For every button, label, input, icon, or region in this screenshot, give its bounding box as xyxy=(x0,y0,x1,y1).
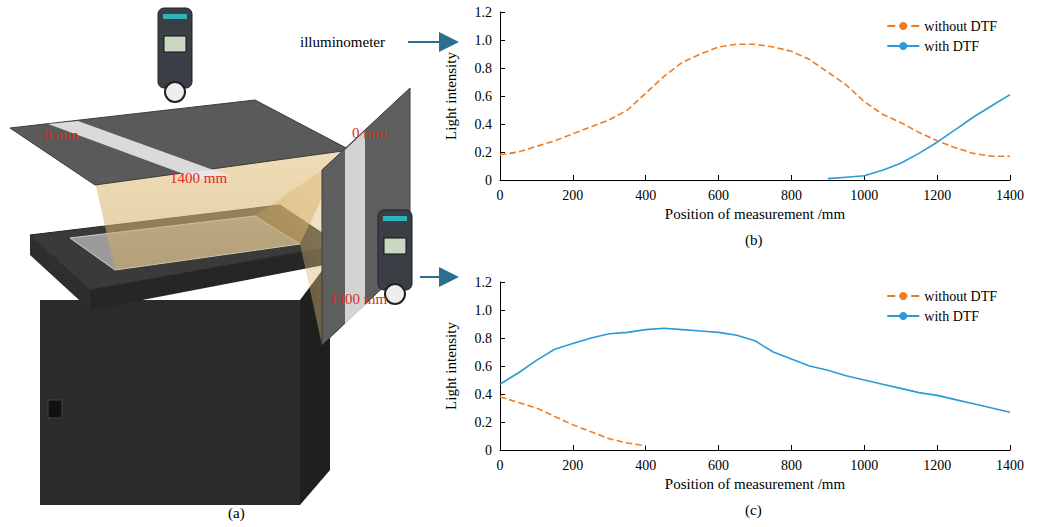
svg-text:600: 600 xyxy=(708,458,729,473)
svg-text:(c): (c) xyxy=(745,502,762,519)
svg-text:0: 0 xyxy=(485,173,492,188)
svg-text:0.2: 0.2 xyxy=(475,415,493,430)
svg-text:1.2: 1.2 xyxy=(475,5,493,20)
svg-text:with DTF: with DTF xyxy=(924,39,979,54)
svg-text:without DTF: without DTF xyxy=(924,19,997,34)
svg-text:Light intensity: Light intensity xyxy=(443,322,459,410)
svg-text:200: 200 xyxy=(562,458,583,473)
svg-text:1000: 1000 xyxy=(850,188,878,203)
svg-text:400: 400 xyxy=(635,458,656,473)
svg-text:Position of measurement /mm: Position of measurement /mm xyxy=(665,476,846,492)
svg-text:1400 mm: 1400 mm xyxy=(330,291,387,307)
svg-text:Position of measurement /mm: Position of measurement /mm xyxy=(665,206,846,222)
svg-text:0: 0 xyxy=(497,458,504,473)
svg-text:1200: 1200 xyxy=(923,188,951,203)
svg-text:400: 400 xyxy=(635,188,656,203)
svg-text:0 mm: 0 mm xyxy=(352,125,387,141)
svg-text:800: 800 xyxy=(781,458,802,473)
svg-text:without DTF: without DTF xyxy=(924,289,997,304)
svg-text:0 mm: 0 mm xyxy=(44,127,79,143)
svg-text:with DTF: with DTF xyxy=(924,309,979,324)
svg-text:0: 0 xyxy=(485,443,492,458)
svg-text:1400: 1400 xyxy=(996,188,1024,203)
svg-text:1.2: 1.2 xyxy=(475,275,493,290)
svg-text:600: 600 xyxy=(708,188,729,203)
svg-text:0.8: 0.8 xyxy=(475,331,493,346)
svg-text:(b): (b) xyxy=(745,232,763,249)
svg-text:(a): (a) xyxy=(228,505,245,522)
svg-text:0.6: 0.6 xyxy=(475,89,493,104)
svg-text:Light intensity: Light intensity xyxy=(443,52,459,140)
svg-text:1200: 1200 xyxy=(923,458,951,473)
svg-text:0.4: 0.4 xyxy=(475,117,493,132)
svg-text:200: 200 xyxy=(562,188,583,203)
svg-text:1400 mm: 1400 mm xyxy=(170,170,227,186)
svg-text:0.4: 0.4 xyxy=(475,387,493,402)
svg-text:0.2: 0.2 xyxy=(475,145,493,160)
svg-text:1.0: 1.0 xyxy=(475,33,493,48)
svg-text:1400: 1400 xyxy=(996,458,1024,473)
svg-text:0.6: 0.6 xyxy=(475,359,493,374)
svg-text:1.0: 1.0 xyxy=(475,303,493,318)
svg-text:illuminometer: illuminometer xyxy=(300,34,385,50)
svg-text:0.8: 0.8 xyxy=(475,61,493,76)
svg-text:800: 800 xyxy=(781,188,802,203)
svg-text:1000: 1000 xyxy=(850,458,878,473)
svg-text:0: 0 xyxy=(497,188,504,203)
